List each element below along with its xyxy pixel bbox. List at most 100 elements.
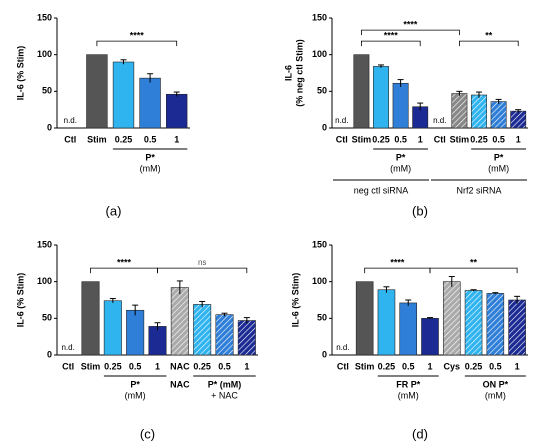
x-tick-label: Stim: [450, 134, 470, 144]
bar: [508, 299, 526, 356]
y-tick-label: 150: [312, 239, 327, 249]
y-tick-label: 150: [37, 12, 52, 22]
y-tick-label: 0: [47, 349, 52, 359]
significance-bracket: [364, 267, 431, 274]
x-tick-label: Stim: [355, 361, 375, 371]
y-tick-label: 50: [317, 86, 327, 96]
group-label: (mM): [485, 390, 506, 400]
bar: [486, 293, 505, 356]
x-tick-label: 0.25: [104, 361, 122, 371]
bar: [193, 304, 212, 356]
value-label: n.d.: [64, 116, 77, 125]
x-tick-label: 1: [516, 134, 521, 144]
group-label: P* (mM): [208, 379, 242, 389]
significance-bracket: [96, 40, 178, 47]
bar: [464, 290, 483, 356]
bar: [373, 66, 389, 129]
x-tick-label: 0.25: [465, 361, 483, 371]
x-tick-label: Ctl: [336, 134, 348, 144]
panel-label: (c): [140, 426, 155, 441]
group-label: P*: [494, 152, 504, 162]
x-tick-label: Ctl: [62, 361, 74, 371]
significance-bracket: [429, 267, 518, 274]
y-tick-label: 0: [322, 122, 327, 132]
x-tick-label: Ctl: [64, 134, 76, 144]
bar: [392, 82, 409, 129]
x-tick-label: 0.5: [129, 361, 142, 371]
x-tick-label: 1: [174, 134, 179, 144]
bar: [166, 93, 188, 129]
significance-label: ****: [390, 257, 405, 267]
y-axis-label: IL-6 (% Stim): [290, 273, 300, 328]
significance-bracket: [459, 40, 519, 47]
x-tick-label: 0.5: [394, 134, 407, 144]
x-tick-label: 0.5: [144, 134, 157, 144]
x-tick-label: 0.25: [372, 134, 390, 144]
bar: [353, 54, 370, 129]
x-tick-label: 0.25: [378, 361, 396, 371]
bar: [215, 314, 234, 356]
panel-label: (a): [106, 203, 122, 218]
group-label: NAC: [170, 379, 190, 389]
group-label: P*: [145, 152, 155, 162]
group-label: (mM): [140, 163, 161, 173]
x-tick-label: 0.25: [193, 361, 211, 371]
significance-bracket: [361, 40, 421, 47]
condition-label: Nrf2 siRNA: [456, 185, 501, 195]
value-label: n.d.: [336, 343, 349, 352]
x-tick-label: 0.5: [402, 361, 415, 371]
x-tick-label: 1: [155, 361, 160, 371]
x-tick-label: Stim: [81, 361, 101, 371]
bar: [490, 101, 507, 129]
y-tick-label: 100: [312, 276, 327, 286]
bar: [112, 61, 135, 129]
y-tick-label: 50: [42, 86, 52, 96]
significance-bracket: [157, 267, 248, 274]
y-tick-label: 100: [312, 49, 327, 59]
x-tick-label: 0.5: [218, 361, 231, 371]
bar: [471, 94, 487, 129]
value-label: n.d.: [335, 116, 348, 125]
x-tick-label: 1: [244, 361, 249, 371]
bar: [442, 281, 461, 356]
x-tick-label: Stim: [352, 134, 372, 144]
x-tick-label: 0.5: [492, 134, 505, 144]
y-axis-label: IL-6 (% Stim): [15, 273, 25, 328]
bar: [86, 54, 108, 129]
bar: [421, 318, 439, 356]
group-label: FR P*: [396, 379, 421, 389]
significance-label: ns: [198, 258, 206, 267]
bar: [81, 281, 100, 356]
bar: [451, 93, 468, 129]
bar: [399, 302, 418, 356]
bar: [237, 320, 256, 356]
group-label: (mM): [398, 390, 419, 400]
panel-label: (b): [412, 203, 428, 218]
x-tick-label: 1: [418, 134, 423, 144]
y-tick-label: 150: [312, 12, 327, 22]
y-tick-label: 100: [37, 276, 52, 286]
x-tick-label: 1: [515, 361, 520, 371]
bar: [355, 281, 374, 356]
group-label: P*: [130, 379, 140, 389]
significance-label: ****: [403, 19, 418, 29]
condition-label: neg ctl siRNA: [354, 185, 409, 195]
significance-label: **: [470, 257, 478, 267]
x-tick-label: 0.5: [489, 361, 502, 371]
y-tick-label: 50: [317, 313, 327, 323]
panel-label: (d): [412, 426, 428, 441]
y-axis-label: IL-6: [283, 65, 293, 81]
x-tick-label: 1: [427, 361, 432, 371]
y-tick-label: 100: [37, 49, 52, 59]
y-tick-label: 0: [322, 349, 327, 359]
y-axis-label: IL-6 (% Stim): [15, 46, 25, 101]
y-tick-label: 50: [42, 313, 52, 323]
significance-label: ****: [384, 30, 399, 40]
bar: [103, 300, 122, 356]
x-tick-label: Stim: [87, 134, 107, 144]
value-label: n.d.: [433, 116, 446, 125]
x-tick-label: Cys: [444, 361, 461, 371]
y-tick-label: 0: [47, 122, 52, 132]
significance-label: **: [485, 30, 493, 40]
